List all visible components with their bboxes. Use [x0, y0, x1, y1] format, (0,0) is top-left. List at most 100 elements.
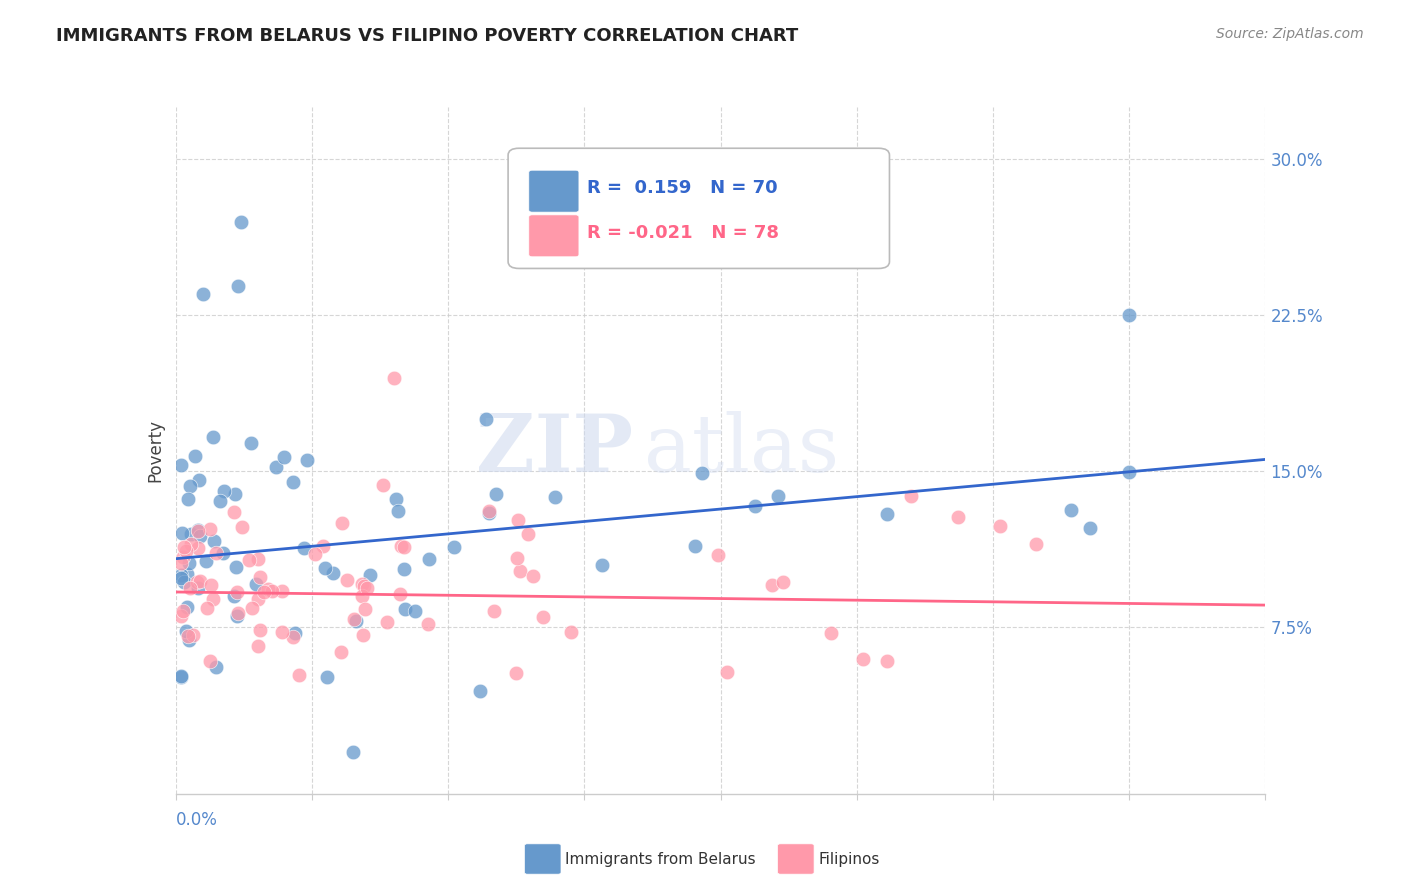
Point [266, 460, 288, 475]
Point [231, 214, 253, 228]
FancyBboxPatch shape [529, 215, 579, 257]
Point [180, 537, 202, 551]
Point [226, 585, 249, 599]
Point [820, 626, 842, 640]
Point [202, 534, 225, 549]
Point [176, 567, 198, 582]
Point [246, 639, 269, 653]
Point [350, 589, 373, 603]
Point [240, 436, 263, 450]
Text: atlas: atlas [644, 411, 839, 490]
Point [198, 522, 221, 536]
Point [342, 745, 364, 759]
Point [876, 508, 898, 522]
Text: Source: ZipAtlas.com: Source: ZipAtlas.com [1216, 27, 1364, 41]
Point [172, 604, 194, 618]
FancyBboxPatch shape [508, 148, 890, 268]
Point [200, 578, 222, 592]
Point [375, 615, 398, 630]
Point [186, 574, 208, 589]
Point [224, 589, 246, 603]
Point [522, 569, 544, 583]
Point [509, 564, 531, 578]
Point [900, 489, 922, 503]
Point [516, 526, 538, 541]
Point [297, 452, 319, 467]
Point [273, 450, 295, 465]
FancyBboxPatch shape [529, 170, 579, 212]
Point [478, 506, 501, 520]
Point [329, 645, 352, 659]
Point [228, 607, 250, 621]
Point [253, 585, 276, 599]
Point [173, 549, 195, 564]
Point [990, 519, 1012, 533]
Point [772, 574, 794, 589]
Point [195, 601, 218, 615]
Point [177, 557, 200, 571]
Point [288, 668, 311, 682]
Y-axis label: Poverty: Poverty [146, 419, 165, 482]
Point [707, 548, 730, 562]
Point [226, 279, 249, 293]
Point [224, 505, 246, 519]
Point [225, 560, 247, 574]
Point [352, 628, 374, 642]
Point [876, 654, 898, 668]
Point [482, 604, 505, 618]
Point [187, 541, 209, 555]
Point [1025, 537, 1047, 551]
Point [744, 499, 766, 513]
Point [188, 574, 211, 588]
Text: Immigrants from Belarus: Immigrants from Belarus [565, 853, 756, 867]
Point [418, 551, 440, 566]
Point [170, 608, 193, 623]
Point [238, 553, 260, 567]
Point [224, 486, 246, 500]
Point [356, 582, 378, 596]
Point [336, 573, 359, 587]
Point [270, 625, 292, 640]
Point [170, 556, 193, 570]
Point [209, 494, 232, 508]
Point [201, 430, 224, 444]
Point [177, 629, 200, 643]
Point [344, 614, 367, 628]
Point [212, 546, 235, 560]
Text: IMMIGRANTS FROM BELARUS VS FILIPINO POVERTY CORRELATION CHART: IMMIGRANTS FROM BELARUS VS FILIPINO POVE… [56, 27, 799, 45]
Point [1078, 520, 1101, 534]
Point [170, 669, 193, 683]
Point [544, 490, 567, 504]
Point [416, 616, 439, 631]
Point [177, 632, 200, 647]
Point [353, 579, 375, 593]
Point [314, 561, 336, 575]
Point [385, 491, 408, 506]
Point [350, 576, 373, 591]
Point [1118, 308, 1140, 322]
Point [474, 412, 496, 426]
Point [180, 526, 202, 541]
Point [240, 601, 263, 615]
Text: Filipinos: Filipinos [818, 853, 880, 867]
Point [443, 540, 465, 554]
Point [198, 654, 221, 668]
Point [1118, 466, 1140, 480]
Point [188, 473, 211, 487]
Point [292, 541, 315, 556]
Point [214, 484, 236, 499]
Point [690, 466, 713, 480]
Point [330, 516, 353, 530]
Point [187, 581, 209, 595]
Point [187, 524, 209, 539]
Point [505, 665, 527, 680]
Point [204, 545, 226, 559]
Point [170, 568, 193, 582]
Point [716, 665, 738, 680]
Point [204, 660, 226, 674]
Point [591, 558, 613, 573]
Point [257, 582, 280, 596]
Point [508, 513, 530, 527]
Point [316, 670, 339, 684]
Point [312, 539, 335, 553]
